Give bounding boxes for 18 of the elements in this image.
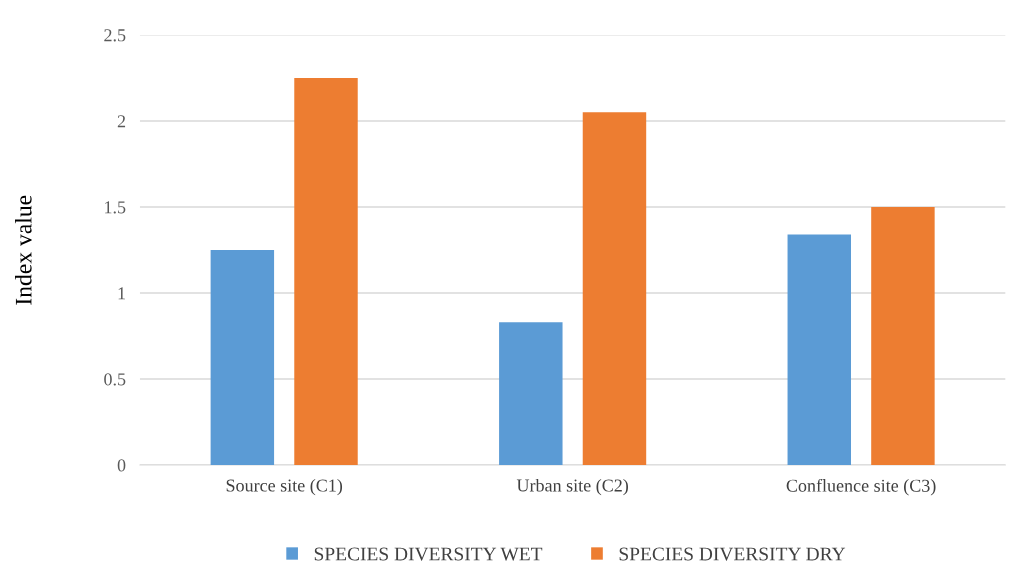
legend-label: SPECIES DIVERSITY DRY — [619, 547, 846, 561]
y-axis-title: Index value — [15, 195, 32, 305]
bar — [582, 112, 647, 466]
y-tick-label: 0 — [117, 459, 126, 472]
x-tick-label: Confluence site (C3) — [786, 478, 936, 496]
bar — [787, 234, 852, 466]
y-tick-label: 2.5 — [104, 29, 126, 42]
y-tick-label: 2 — [117, 115, 126, 128]
x-tick-label: Urban site (C2) — [516, 478, 628, 496]
legend-label: SPECIES DIVERSITY WET — [314, 547, 543, 561]
bar — [210, 249, 275, 466]
bar — [499, 322, 563, 466]
bar — [294, 77, 358, 466]
y-tick-label: 0.5 — [104, 373, 126, 386]
bar — [871, 206, 935, 466]
y-tick-label: 1 — [118, 287, 125, 300]
y-tick-label: 1.5 — [105, 201, 126, 214]
x-tick-label: Source site (C1) — [226, 478, 343, 496]
